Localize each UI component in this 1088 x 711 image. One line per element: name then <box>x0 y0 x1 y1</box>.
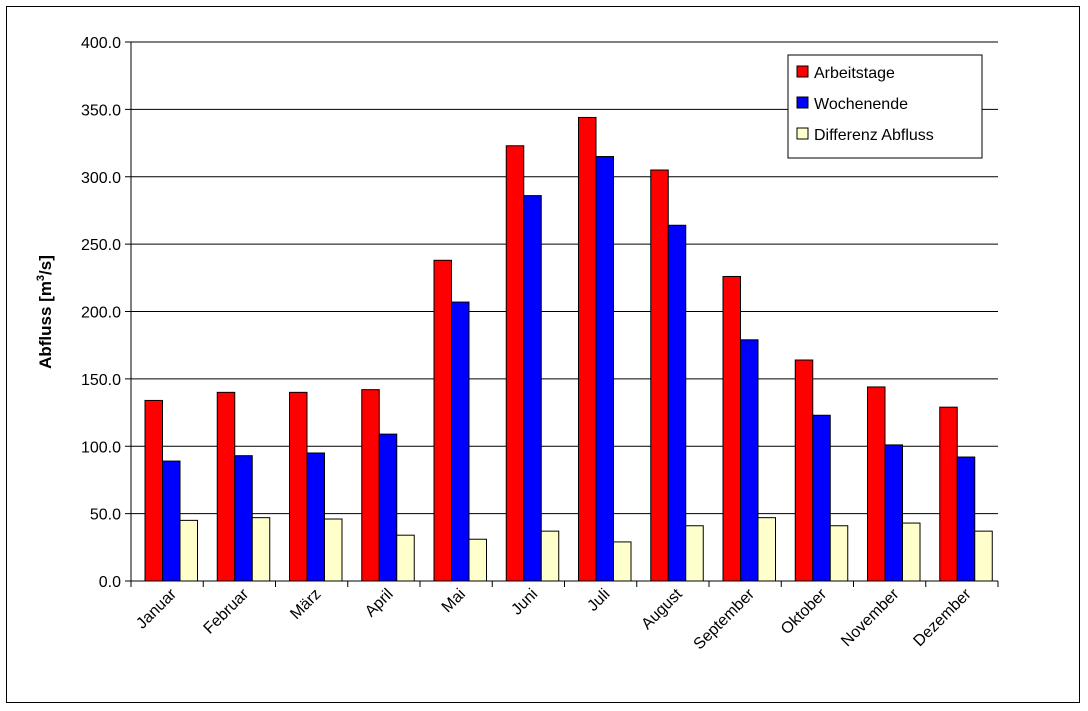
legend-box <box>787 54 983 159</box>
legend-label: Differenz Abfluss <box>814 127 934 144</box>
x-tick-label: Oktober <box>778 585 831 638</box>
x-tick-label: Juni <box>508 586 541 619</box>
bar <box>829 525 849 582</box>
bars <box>144 116 993 582</box>
x-tick-label: Dezember <box>910 585 975 650</box>
bar <box>433 259 452 582</box>
bar <box>939 406 958 582</box>
x-tick-labels: Januar Februar März April Mai Juni Juli August S… <box>130 581 999 653</box>
bar <box>179 519 198 582</box>
bar <box>306 452 325 582</box>
bar <box>396 534 415 582</box>
y-tick-label: 400.0 <box>81 35 121 52</box>
x-tick-label: November <box>838 585 903 650</box>
bar <box>595 156 614 582</box>
y-tick-label: 300.0 <box>81 170 121 187</box>
bar <box>378 433 398 582</box>
bar <box>650 169 669 582</box>
bar <box>324 518 343 582</box>
bar <box>505 145 525 582</box>
x-tick-label: Februar <box>201 585 253 637</box>
legend-swatch <box>796 65 809 78</box>
bar <box>667 224 687 582</box>
bar <box>812 414 831 582</box>
y-tick-label: 200.0 <box>81 305 121 322</box>
y-tick-label: 250.0 <box>81 237 121 254</box>
y-axis-label: Abfluss [m3/s] <box>35 255 55 369</box>
bar <box>162 460 181 582</box>
legend: Arbeitstage Wochenende Differenz Abfluss <box>787 54 983 159</box>
bar <box>578 116 597 582</box>
x-tick-label: April <box>362 586 397 621</box>
bar <box>884 444 903 582</box>
x-tick-label: Mai <box>439 586 469 616</box>
x-tick-label: Januar <box>133 585 180 632</box>
y-tick-label: 150.0 <box>81 372 121 389</box>
legend-label: Wochenende <box>814 96 908 113</box>
bar <box>216 391 236 582</box>
bar <box>722 275 741 582</box>
x-tick-label: September <box>691 585 759 653</box>
bar <box>757 517 776 582</box>
bar <box>540 530 560 582</box>
legend-swatch <box>796 96 809 109</box>
bar <box>361 389 380 582</box>
bar <box>613 541 632 582</box>
bar <box>451 301 470 582</box>
bar <box>468 538 487 582</box>
y-tick-label: 100.0 <box>81 439 121 456</box>
bar <box>144 399 163 582</box>
y-tick-label: 350.0 <box>81 102 121 119</box>
legend-swatch <box>796 127 809 140</box>
x-tick-label: März <box>287 586 324 623</box>
bar <box>234 455 253 582</box>
legend-label: Arbeitstage <box>814 65 895 82</box>
bar <box>685 525 704 582</box>
bar <box>974 530 993 582</box>
y-tick-labels: 0.0 50.0 100.0 150.0 200.0 250.0 300.0 350.0 400… <box>81 35 131 591</box>
bar <box>956 456 976 582</box>
bar <box>289 391 308 582</box>
x-tick-label: August <box>638 585 686 633</box>
bar <box>867 386 886 582</box>
x-tick-label: Juli <box>584 586 613 615</box>
y-tick-label: 0.0 <box>99 574 121 591</box>
bar <box>523 195 542 582</box>
bar <box>740 339 759 582</box>
y-tick-label: 50.0 <box>90 507 121 524</box>
bar <box>902 522 921 582</box>
bar <box>251 517 271 582</box>
bar <box>794 359 814 582</box>
